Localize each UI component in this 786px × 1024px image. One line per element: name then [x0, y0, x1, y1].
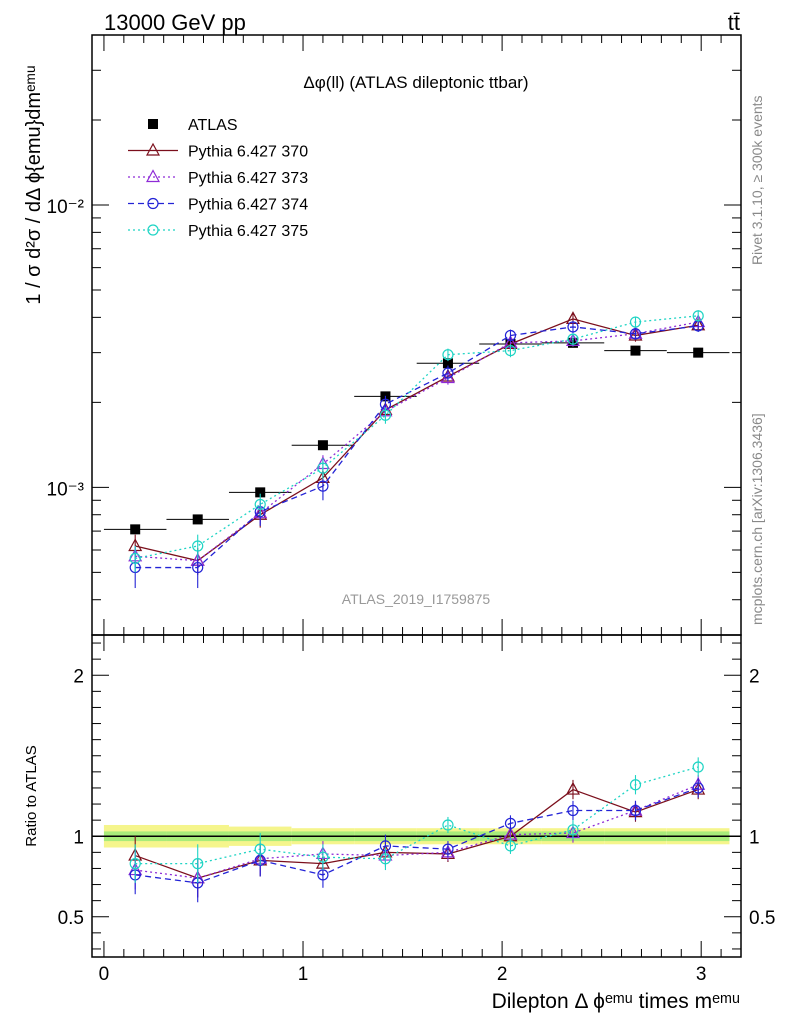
data-point	[255, 487, 266, 498]
legend-item-pythia-6-427-370: Pythia 6.427 370	[128, 142, 308, 161]
data-point	[379, 409, 392, 421]
data-point	[130, 524, 141, 535]
legend-label: Pythia 6.427 375	[188, 223, 308, 240]
legend-item-pythia-6-427-374: Pythia 6.427 374	[128, 197, 308, 214]
legend-label: Pythia 6.427 370	[188, 144, 308, 161]
series-line	[135, 325, 699, 569]
legend-marker	[147, 224, 159, 236]
ratio-data-point	[442, 843, 454, 855]
ratio-series-line	[135, 787, 699, 884]
legend-label: ATLAS	[188, 117, 238, 134]
ratio-data-point	[129, 858, 141, 870]
ratio-y-tick-label-left: 2	[73, 666, 84, 687]
legend-marker	[147, 197, 159, 210]
legend-item-atlas: ATLAS	[148, 117, 238, 134]
data-point	[254, 498, 266, 511]
main-panel: 10⁻² 10⁻³ Δφ(ll) (ATLAS dileptonic ttbar)…	[47, 34, 742, 636]
data-point	[504, 345, 517, 357]
data-point	[192, 514, 203, 525]
data-point	[129, 552, 141, 565]
ratio-series-line	[135, 766, 699, 865]
data-point	[317, 440, 328, 451]
ratio-data-point	[629, 779, 642, 791]
series-atlas	[103, 337, 730, 535]
mcplots-side-label: mcplots.cern.ch [arXiv:1306.3436]	[749, 413, 765, 625]
main-y-axis-label: 1 / σ d²σ / dΔ ϕ{emu}dmᵉᵐᵘ	[23, 65, 45, 304]
ratio-series-pythia-6-427-375	[129, 757, 704, 883]
data-point	[630, 345, 641, 356]
data-point	[192, 540, 204, 552]
ratio-data-point	[567, 824, 579, 836]
ratio-data-point	[192, 858, 204, 870]
energy-label: 13000 GeV pp	[104, 10, 246, 35]
data-point	[192, 561, 204, 574]
data-point	[442, 367, 454, 379]
ratio-series-line	[134, 788, 699, 879]
ratio-data-point	[565, 781, 580, 795]
legend-marker	[145, 142, 161, 156]
series-line	[135, 315, 699, 560]
x-axis-label: Dilepton Δ ϕᵉᵐᵘ times mᵉᵐᵘ	[492, 990, 740, 1013]
ratio-y-tick-label-right: 2	[749, 666, 760, 687]
data-point	[504, 329, 517, 342]
data-point	[442, 358, 453, 369]
series-line	[135, 321, 699, 562]
data-point	[317, 480, 329, 492]
ratio-data-point	[504, 817, 517, 829]
ratio-y-tick-label-left: 1	[73, 827, 84, 848]
data-point	[629, 328, 642, 340]
data-point	[567, 333, 579, 345]
series-pythia-6-427-375	[129, 310, 704, 573]
data-point	[628, 327, 643, 341]
ratio-data-point	[317, 851, 329, 863]
ratio-data-point	[254, 843, 266, 855]
legend-marker	[148, 119, 158, 129]
data-point	[317, 462, 329, 474]
data-point	[629, 316, 642, 328]
ratio-series-layer	[128, 757, 706, 903]
ratio-data-point	[379, 853, 392, 865]
main-y-tick-label: 10⁻²	[47, 197, 85, 218]
legend-label: Pythia 6.427 374	[188, 197, 308, 214]
plot-title: Δφ(ll) (ATLAS dileptonic ttbar)	[303, 73, 528, 92]
ratio-y-axis-label: Ratio to ATLAS	[23, 745, 40, 846]
ratio-y-tick-label-left: 0.5	[58, 908, 84, 929]
ratio-data-point	[567, 804, 579, 817]
x-tick-label: 1	[298, 964, 309, 985]
ratio-panel: 2 2 1 1 0.5 0.5 0 1 2 3	[58, 634, 775, 985]
ratio-data-point	[692, 782, 704, 794]
ratio-plot-frame	[91, 634, 742, 958]
legend-item-pythia-6-427-373: Pythia 6.427 373	[128, 169, 308, 187]
analysis-id: ATLAS_2019_I1759875	[342, 591, 491, 607]
data-point	[567, 321, 579, 333]
x-tick-label: 3	[696, 964, 707, 985]
series-pythia-6-427-370	[128, 311, 706, 575]
legend-marker	[145, 169, 161, 183]
rivet-side-label: Rivet 3.1.10, ≥ 300k events	[749, 95, 765, 265]
ratio-axis-ticks: 2 2 1 1 0.5 0.5 0 1 2 3	[58, 635, 775, 985]
x-tick-label: 0	[99, 964, 110, 985]
legend: ATLAS Pythia 6.427 370 Pythia 6.427 373 Pyt…	[128, 117, 308, 240]
legend-label: Pythia 6.427 373	[188, 170, 308, 187]
ratio-y-tick-label-right: 1	[749, 827, 760, 848]
data-point	[693, 347, 704, 358]
data-point	[442, 349, 454, 361]
ratio-y-tick-label-right: 0.5	[749, 908, 775, 929]
ratio-data-point	[629, 804, 642, 817]
legend-item-pythia-6-427-375: Pythia 6.427 375	[128, 223, 308, 240]
ratio-data-point	[504, 840, 517, 852]
main-series-layer	[103, 310, 730, 589]
ratio-series-line	[135, 784, 699, 879]
main-y-tick-label: 10⁻³	[47, 479, 85, 500]
ratio-data-point	[692, 761, 704, 773]
x-tick-label: 2	[497, 964, 508, 985]
data-point	[692, 310, 704, 322]
series-line	[135, 318, 699, 562]
process-label: tt̄	[728, 10, 740, 35]
ratio-data-point	[442, 819, 454, 831]
